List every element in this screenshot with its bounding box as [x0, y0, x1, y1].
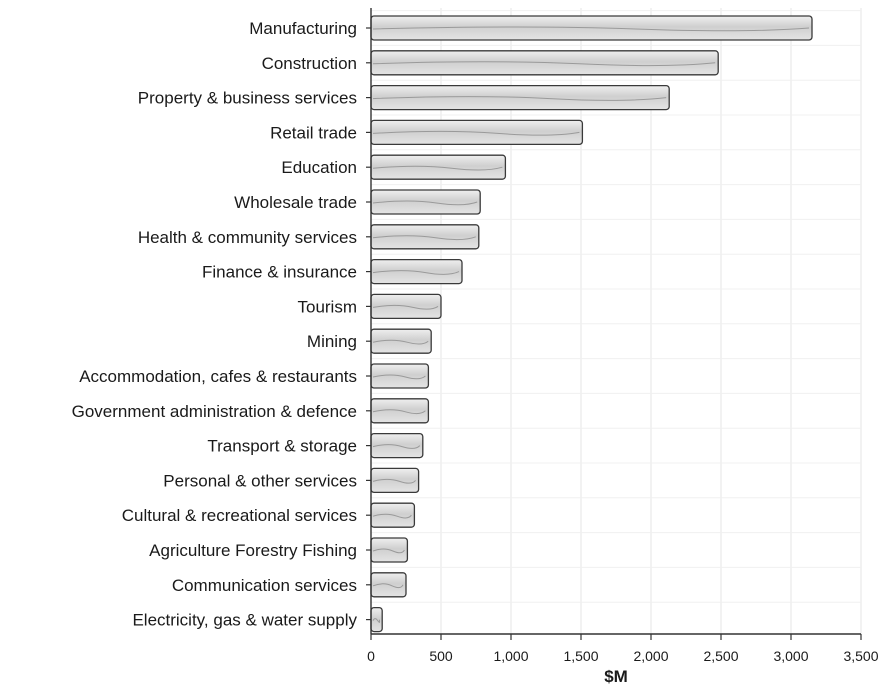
- bar-sheen: [372, 304, 439, 310]
- bar-sheen: [372, 339, 429, 345]
- bar-sheen: [372, 270, 460, 275]
- x-tick-label: 500: [429, 648, 453, 664]
- bar-sheen: [372, 96, 667, 101]
- category-label: Cultural & recreational services: [122, 506, 357, 525]
- bar-sheen: [372, 61, 716, 67]
- bar-sheen: [372, 26, 810, 32]
- bar-sheen: [372, 235, 476, 241]
- bar-sheen: [372, 478, 416, 484]
- category-label: Wholesale trade: [234, 193, 357, 212]
- x-tick-label: 0: [367, 648, 375, 664]
- category-label: Transport & storage: [207, 437, 357, 456]
- category-label: Finance & insurance: [202, 263, 357, 282]
- gridlines: [371, 8, 862, 634]
- x-tick-label: 3,000: [773, 648, 808, 664]
- x-tick-label: 2,000: [633, 648, 668, 664]
- category-label: Accommodation, cafes & restaurants: [79, 367, 357, 386]
- category-label: Electricity, gas & water supply: [132, 611, 357, 630]
- category-label: Manufacturing: [249, 19, 357, 38]
- category-label: Communication services: [172, 576, 357, 595]
- x-tick-label: 2,500: [703, 648, 738, 664]
- category-label: Tourism: [297, 297, 357, 316]
- category-label: Property & business services: [138, 89, 357, 108]
- x-axis-title: $M: [604, 667, 628, 686]
- bar-sheen: [372, 618, 381, 623]
- bar-sheen: [372, 409, 426, 415]
- bar-sheen: [372, 583, 404, 589]
- category-label: Mining: [307, 332, 357, 351]
- x-tick-labels: 0 500 1,000 1,500 2,000 2,500 3,000 3,500: [367, 648, 879, 664]
- category-labels: Manufacturing Construction Property & busi…: [72, 19, 358, 630]
- category-label: Construction: [262, 54, 357, 73]
- bar-sheen: [372, 444, 421, 449]
- x-tick-label: 3,500: [843, 648, 878, 664]
- bar-sheen: [372, 513, 412, 519]
- category-label: Personal & other services: [163, 471, 357, 490]
- bar-sheen: [372, 548, 405, 554]
- category-label: Government administration & defence: [72, 402, 357, 421]
- bars: [370, 15, 813, 633]
- x-tick-label: 1,500: [563, 648, 598, 664]
- x-tick-label: 1,000: [493, 648, 528, 664]
- bar-sheen: [372, 130, 580, 136]
- bar-sheen: [372, 374, 426, 380]
- category-label: Health & community services: [138, 228, 357, 247]
- bar-sheen: [372, 200, 478, 206]
- category-label: Education: [281, 158, 357, 177]
- axes: [366, 8, 862, 640]
- category-label: Agriculture Forestry Fishing: [149, 541, 357, 560]
- category-label: Retail trade: [270, 123, 357, 142]
- bar-sheen: [372, 165, 503, 171]
